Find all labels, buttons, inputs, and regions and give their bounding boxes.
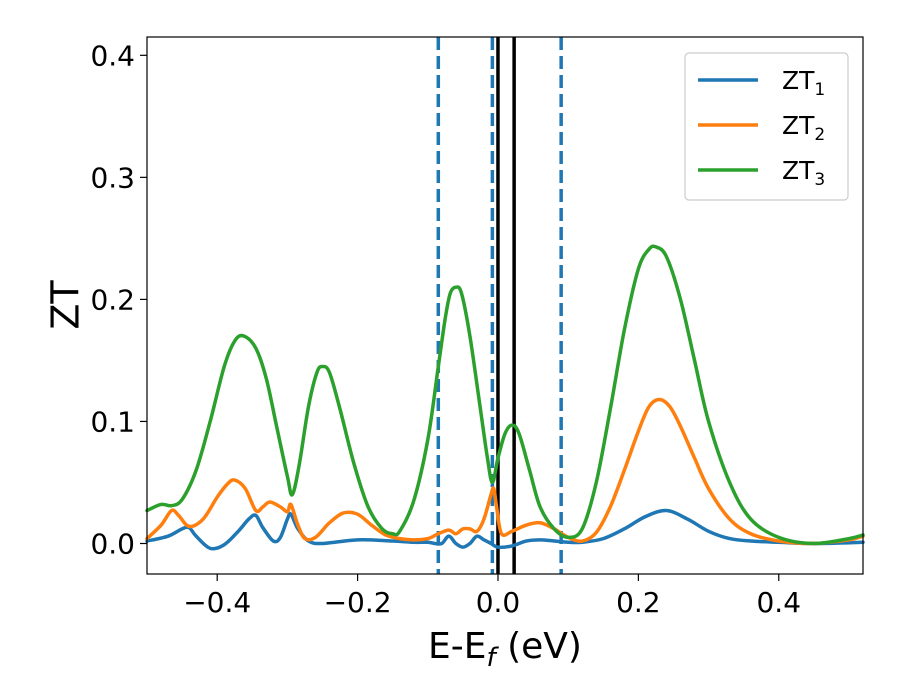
legend-label-subscript: 3 [814,170,825,190]
x-tick-label: 0.0 [476,586,521,619]
y-tick-label: 0.0 [90,527,135,560]
series-line-3 [145,244,865,546]
series-lines [145,244,865,551]
x-tick-label: 0.2 [616,586,661,619]
reference-lines [436,37,563,574]
x-axis-title-main: E-E [428,626,486,667]
x-axis-title: E-Ef (eV) [428,626,582,673]
x-axis-title-unit: (eV) [496,626,582,667]
y-tick-label: 0.2 [90,283,135,316]
legend-label-subscript: 1 [814,80,825,100]
plot-frame [146,36,864,575]
series-line-1 [145,508,865,551]
x-tick-label: 0.4 [756,586,801,619]
y-axis: 0.0 0.1 0.2 0.3 0.4 [90,39,147,560]
y-axis-title: ZT [44,280,88,330]
y-tick-label: 0.3 [90,161,135,194]
legend-frame [684,52,849,201]
series-line-2 [145,397,865,546]
y-tick-label: 0.1 [90,405,135,438]
legend-label-subscript: 2 [814,125,825,145]
x-axis: −0.4 −0.2 0.0 0.2 0.4 [183,574,801,619]
y-tick-label: 0.4 [90,39,135,72]
x-tick-label: −0.2 [324,586,392,619]
x-tick-label: −0.4 [183,586,251,619]
